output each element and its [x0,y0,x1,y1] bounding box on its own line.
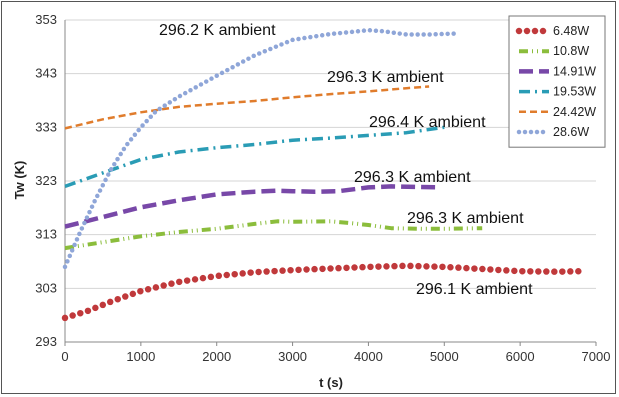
legend-label: 14.91W [553,64,596,78]
x-tick-label: 1000 [126,349,155,364]
x-tick-label: 5000 [430,349,459,364]
y-tick-label: 313 [35,227,57,242]
y-tick-label: 323 [35,173,57,188]
legend: 6.48W 10.8W 14.91W 19.53W 24.42W 28.6W [508,15,606,148]
grid-layer [65,19,596,289]
y-tick-label: 343 [35,66,57,81]
x-tick-label: 0 [61,349,68,364]
legend-label: 28.6W [553,125,589,139]
series-line-14-91w [64,184,441,229]
legend-label: 10.8W [553,44,589,58]
series-line-19-53w [64,125,445,189]
series-line-24-42w [64,85,430,130]
series-line-10-8w [64,219,483,251]
ambient-annotation: 296.3 K ambient [327,69,444,86]
x-tick-label: 3000 [278,349,307,364]
ambient-annotation: 296.2 K ambient [159,22,276,39]
ambient-annotation: 296.4 K ambient [369,114,486,131]
annotation-layer: 296.2 K ambient 296.3 K ambient 296.4 K am… [159,22,533,298]
x-tick-label: 6000 [506,349,535,364]
legend-box [508,15,606,148]
legend-label: 19.53W [553,85,596,99]
ambient-annotation: 296.3 K ambient [407,210,524,227]
y-tick-label: 333 [35,119,57,134]
x-tick-label: 7000 [582,349,611,364]
legend-label: 24.42W [553,105,596,119]
series-layer [61,27,585,322]
y-tick-label: 293 [35,334,57,349]
ambient-annotation: 296.1 K ambient [416,281,533,298]
series-line-28-6w [62,27,462,270]
x-axis-title: t (s) [319,375,343,390]
y-tick-label: 353 [35,12,57,27]
y-tick-label: 303 [35,280,57,295]
legend-label: 6.48W [553,24,589,38]
axes-layer: 293 303 313 323 333 343 353 0 1000 2000 3000 4000 50… [35,12,610,364]
series-line-6-48w [61,262,585,322]
ambient-annotation: 296.3 K ambient [354,169,471,186]
x-tick-label: 2000 [202,349,231,364]
y-axis-title: Tw (K) [12,161,27,200]
x-tick-label: 4000 [354,349,383,364]
